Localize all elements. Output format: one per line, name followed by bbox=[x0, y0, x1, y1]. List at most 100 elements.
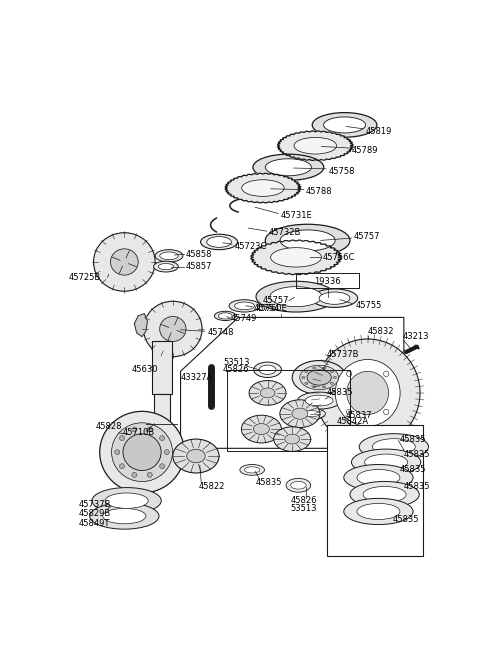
Text: 45758: 45758 bbox=[328, 167, 355, 176]
Ellipse shape bbox=[300, 365, 338, 390]
Bar bbox=[155, 394, 170, 424]
Text: 45737B: 45737B bbox=[327, 350, 360, 359]
Text: 45725B: 45725B bbox=[69, 273, 101, 282]
Text: 45760E: 45760E bbox=[255, 304, 287, 313]
Ellipse shape bbox=[270, 287, 322, 306]
Text: 45835: 45835 bbox=[400, 465, 427, 474]
Ellipse shape bbox=[307, 370, 331, 385]
Ellipse shape bbox=[330, 382, 334, 384]
Text: 45788: 45788 bbox=[306, 187, 333, 195]
Ellipse shape bbox=[315, 339, 420, 447]
Text: 45819: 45819 bbox=[365, 127, 392, 136]
Ellipse shape bbox=[164, 450, 169, 455]
Ellipse shape bbox=[312, 289, 358, 308]
Text: 45835: 45835 bbox=[392, 515, 419, 523]
Ellipse shape bbox=[254, 362, 281, 377]
Ellipse shape bbox=[115, 450, 120, 455]
Ellipse shape bbox=[160, 252, 178, 260]
Ellipse shape bbox=[384, 371, 389, 377]
Text: 45842A: 45842A bbox=[337, 417, 369, 426]
Ellipse shape bbox=[351, 449, 421, 475]
Bar bbox=[152, 340, 172, 394]
Ellipse shape bbox=[372, 439, 415, 455]
Ellipse shape bbox=[244, 467, 260, 473]
Ellipse shape bbox=[357, 470, 400, 485]
Text: 45835: 45835 bbox=[327, 388, 353, 398]
Ellipse shape bbox=[292, 408, 308, 419]
Ellipse shape bbox=[344, 499, 413, 525]
Text: 19336: 19336 bbox=[314, 277, 341, 286]
Polygon shape bbox=[277, 131, 353, 161]
Ellipse shape bbox=[229, 300, 260, 312]
Ellipse shape bbox=[234, 302, 254, 310]
Ellipse shape bbox=[147, 472, 152, 478]
Ellipse shape bbox=[256, 281, 336, 312]
Text: 45789: 45789 bbox=[351, 146, 378, 155]
Bar bbox=[227, 370, 350, 451]
Ellipse shape bbox=[147, 427, 152, 432]
Polygon shape bbox=[251, 240, 341, 275]
Ellipse shape bbox=[302, 377, 305, 379]
Ellipse shape bbox=[323, 386, 325, 388]
Text: 45835: 45835 bbox=[400, 434, 427, 443]
Ellipse shape bbox=[201, 234, 238, 250]
Ellipse shape bbox=[240, 464, 264, 475]
Ellipse shape bbox=[344, 464, 413, 491]
Text: 45835: 45835 bbox=[255, 478, 282, 487]
Ellipse shape bbox=[271, 248, 322, 267]
Ellipse shape bbox=[347, 371, 352, 377]
Ellipse shape bbox=[312, 386, 316, 388]
Ellipse shape bbox=[132, 472, 137, 478]
Ellipse shape bbox=[123, 434, 161, 470]
Ellipse shape bbox=[173, 439, 219, 473]
Ellipse shape bbox=[333, 377, 336, 379]
Polygon shape bbox=[134, 314, 147, 337]
Ellipse shape bbox=[363, 486, 406, 502]
Text: 45757: 45757 bbox=[263, 296, 289, 305]
Ellipse shape bbox=[253, 424, 269, 435]
Ellipse shape bbox=[110, 249, 138, 275]
Ellipse shape bbox=[187, 449, 205, 462]
Ellipse shape bbox=[111, 422, 172, 482]
Ellipse shape bbox=[280, 400, 320, 428]
Text: 53513: 53513 bbox=[223, 358, 250, 367]
Text: 45710B: 45710B bbox=[123, 428, 155, 438]
Ellipse shape bbox=[265, 159, 312, 176]
Ellipse shape bbox=[305, 371, 308, 373]
Ellipse shape bbox=[155, 250, 183, 262]
Ellipse shape bbox=[215, 311, 236, 321]
Text: 45756C: 45756C bbox=[323, 253, 355, 262]
Text: 45835: 45835 bbox=[404, 450, 431, 459]
Ellipse shape bbox=[350, 482, 419, 508]
Ellipse shape bbox=[253, 154, 324, 180]
Ellipse shape bbox=[160, 316, 186, 341]
Ellipse shape bbox=[298, 408, 325, 419]
Text: 45822: 45822 bbox=[198, 482, 225, 491]
Text: 45826: 45826 bbox=[291, 496, 317, 505]
Text: 45630: 45630 bbox=[132, 365, 158, 375]
Ellipse shape bbox=[260, 388, 275, 398]
Ellipse shape bbox=[100, 411, 184, 493]
Ellipse shape bbox=[265, 224, 350, 256]
Text: 45849T: 45849T bbox=[78, 518, 109, 527]
Text: 45757: 45757 bbox=[354, 232, 380, 241]
Ellipse shape bbox=[120, 464, 124, 468]
Ellipse shape bbox=[158, 264, 174, 270]
Bar bbox=[327, 425, 423, 556]
Ellipse shape bbox=[132, 427, 137, 432]
Text: 45826: 45826 bbox=[223, 365, 250, 375]
Ellipse shape bbox=[357, 503, 400, 520]
Ellipse shape bbox=[249, 380, 286, 405]
Text: 45754: 45754 bbox=[254, 304, 280, 313]
Ellipse shape bbox=[259, 365, 276, 375]
Ellipse shape bbox=[292, 361, 346, 394]
Bar bbox=[296, 273, 359, 288]
Text: 45748: 45748 bbox=[207, 328, 234, 337]
Text: 45832: 45832 bbox=[368, 327, 394, 336]
Text: 45732B: 45732B bbox=[269, 228, 301, 237]
Ellipse shape bbox=[319, 292, 350, 304]
Text: 45858: 45858 bbox=[186, 250, 213, 258]
Text: 45857: 45857 bbox=[186, 262, 213, 271]
Ellipse shape bbox=[105, 493, 148, 508]
Ellipse shape bbox=[144, 301, 202, 357]
